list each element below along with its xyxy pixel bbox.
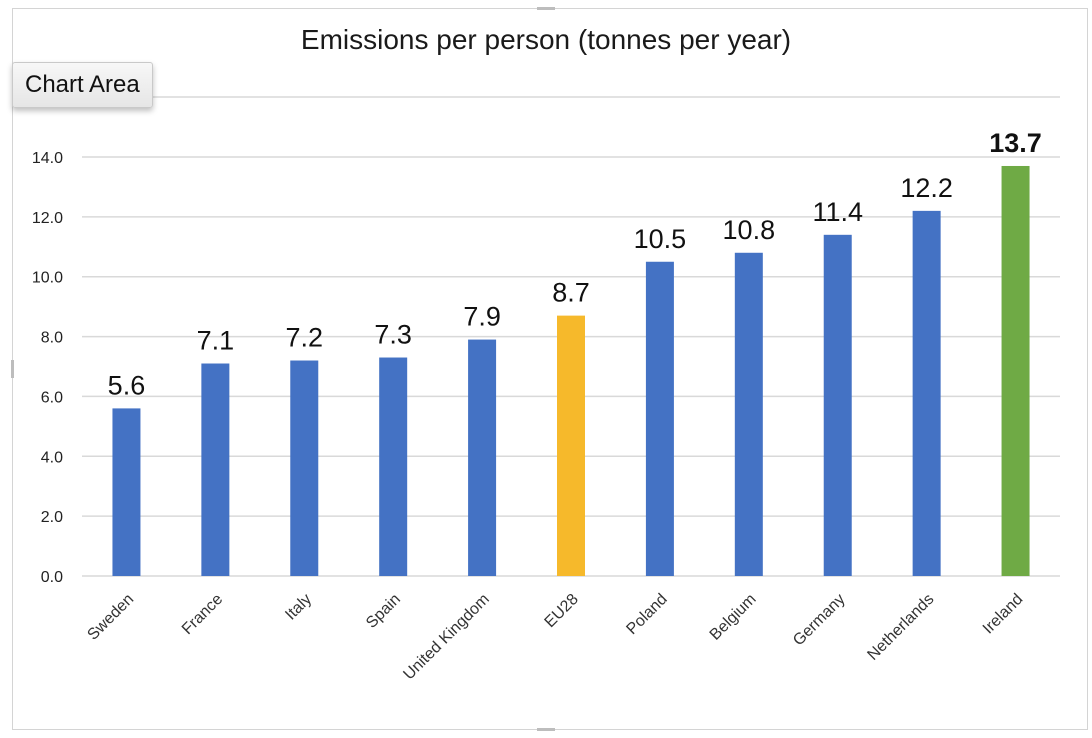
resize-handle-left[interactable] bbox=[11, 360, 14, 378]
bar-spain[interactable] bbox=[379, 357, 408, 576]
x-tick-label: Belgium bbox=[707, 591, 760, 644]
x-tick-label: Netherlands bbox=[864, 591, 937, 664]
y-tick-label: 4.0 bbox=[41, 449, 63, 466]
data-label: 7.3 bbox=[374, 320, 412, 350]
chart-title[interactable]: Emissions per person (tonnes per year) bbox=[300, 24, 792, 55]
data-label: 10.8 bbox=[723, 215, 776, 245]
data-label: 13.7 bbox=[989, 128, 1042, 158]
data-label: 7.2 bbox=[285, 323, 323, 353]
data-label: 10.5 bbox=[634, 224, 687, 254]
bar-united-kingdom[interactable] bbox=[468, 339, 497, 576]
y-tick-label: 0.0 bbox=[41, 569, 63, 586]
y-tick-label: 2.0 bbox=[41, 509, 63, 526]
x-tick-label: United Kingdom bbox=[400, 591, 493, 684]
x-tick-label: France bbox=[179, 591, 226, 638]
x-tick-label: EU28 bbox=[542, 591, 582, 631]
bar-poland[interactable] bbox=[645, 261, 674, 576]
chart-area-tooltip: Chart Area bbox=[12, 62, 153, 108]
y-tick-label: 6.0 bbox=[41, 389, 63, 406]
resize-handle-bottom[interactable] bbox=[537, 728, 555, 731]
bar-eu28[interactable] bbox=[557, 315, 585, 576]
y-tick-label: 10.0 bbox=[32, 270, 63, 287]
y-tick-label: 14.0 bbox=[32, 150, 63, 167]
x-tick-label: Italy bbox=[282, 591, 315, 624]
y-tick-label: 8.0 bbox=[41, 330, 63, 347]
bar-italy[interactable] bbox=[290, 360, 319, 576]
bar-germany[interactable] bbox=[823, 234, 852, 577]
x-tick-label: Poland bbox=[623, 591, 670, 638]
data-label: 8.7 bbox=[552, 278, 590, 308]
data-label: 7.1 bbox=[197, 326, 235, 356]
data-label: 7.9 bbox=[463, 302, 501, 332]
resize-handle-top[interactable] bbox=[537, 7, 555, 10]
chart-area[interactable] bbox=[12, 8, 1088, 730]
bar-ireland[interactable] bbox=[1001, 165, 1030, 576]
x-tick-label: Sweden bbox=[84, 591, 137, 644]
bar-belgium[interactable] bbox=[734, 252, 763, 576]
x-tick-label: Spain bbox=[363, 591, 404, 632]
x-tick-label: Ireland bbox=[980, 591, 1027, 638]
bar-netherlands[interactable] bbox=[912, 210, 941, 576]
bar-france[interactable] bbox=[201, 363, 230, 576]
x-tick-label: Germany bbox=[790, 591, 849, 650]
bar-sweden[interactable] bbox=[112, 408, 141, 576]
data-label: 12.2 bbox=[900, 173, 953, 203]
data-label: 5.6 bbox=[108, 370, 146, 400]
data-label: 11.4 bbox=[812, 197, 863, 227]
y-tick-label: 12.0 bbox=[32, 210, 63, 227]
